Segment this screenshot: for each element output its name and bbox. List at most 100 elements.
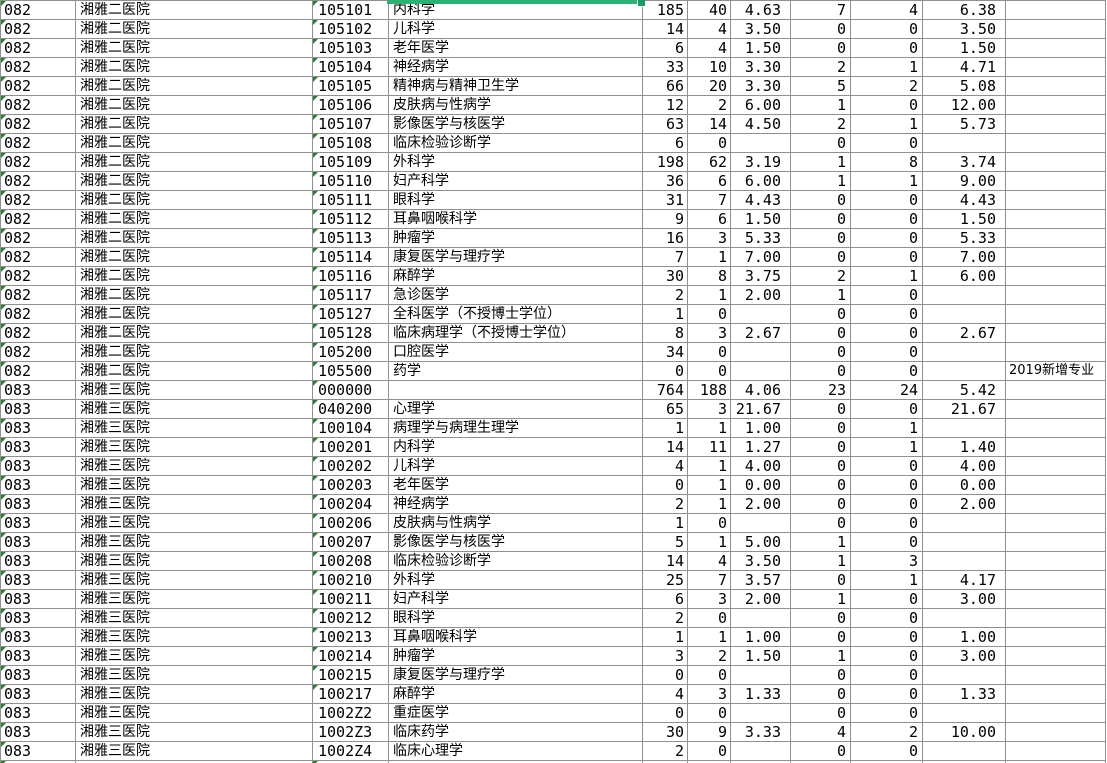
- cell-ratio-1[interactable]: 3.57: [731, 571, 791, 590]
- cell-org-name[interactable]: 湘雅二医院: [76, 153, 313, 172]
- cell-major-code[interactable]: 1002Z4: [313, 742, 389, 761]
- cell-org-code[interactable]: 082: [1, 210, 76, 229]
- cell-count-3[interactable]: 0: [791, 134, 851, 153]
- cell-major-code[interactable]: 105116: [313, 267, 389, 286]
- cell-count-4[interactable]: 2: [851, 77, 923, 96]
- cell-count-3[interactable]: 0: [791, 324, 851, 343]
- cell-note[interactable]: [1006, 381, 1106, 400]
- cell-ratio-1[interactable]: 3.30: [731, 77, 791, 96]
- cell-ratio-1[interactable]: [731, 343, 791, 362]
- cell-ratio-2[interactable]: 10.00: [923, 723, 1006, 742]
- cell-org-name[interactable]: 湘雅三医院: [76, 628, 313, 647]
- cell-count-3[interactable]: 0: [791, 39, 851, 58]
- cell-count-2[interactable]: 1: [688, 628, 731, 647]
- cell-major-code[interactable]: 105112: [313, 210, 389, 229]
- cell-count-3[interactable]: 1: [791, 552, 851, 571]
- cell-ratio-1[interactable]: 7.00: [731, 248, 791, 267]
- cell-ratio-2[interactable]: 3.00: [923, 647, 1006, 666]
- cell-count-4[interactable]: 0: [851, 191, 923, 210]
- cell-major-code[interactable]: 000000: [313, 381, 389, 400]
- cell-major-name[interactable]: 皮肤病与性病学: [389, 514, 643, 533]
- cell-count-1[interactable]: 6: [643, 590, 688, 609]
- cell-org-code[interactable]: 083: [1, 704, 76, 723]
- cell-ratio-1[interactable]: 3.50: [731, 20, 791, 39]
- cell-count-4[interactable]: 0: [851, 229, 923, 248]
- cell-major-name[interactable]: 内科学: [389, 438, 643, 457]
- cell-count-4[interactable]: 24: [851, 381, 923, 400]
- cell-count-3[interactable]: 0: [791, 343, 851, 362]
- cell-org-name[interactable]: [76, 761, 313, 763]
- cell-count-1[interactable]: 65: [643, 400, 688, 419]
- cell-org-name[interactable]: 湘雅三医院: [76, 495, 313, 514]
- cell-count-1[interactable]: 4: [643, 685, 688, 704]
- cell-count-2[interactable]: 9: [688, 723, 731, 742]
- cell-count-2[interactable]: 8: [688, 267, 731, 286]
- cell-note[interactable]: [1006, 324, 1106, 343]
- cell-org-name[interactable]: 湘雅二医院: [76, 172, 313, 191]
- cell-count-4[interactable]: 0: [851, 685, 923, 704]
- cell-count-4[interactable]: 0: [851, 457, 923, 476]
- cell-org-name[interactable]: 湘雅三医院: [76, 666, 313, 685]
- cell-major-code[interactable]: 105200: [313, 343, 389, 362]
- cell-count-2[interactable]: 14: [688, 115, 731, 134]
- cell-count-2[interactable]: 6: [688, 172, 731, 191]
- cell-count-4[interactable]: 0: [851, 476, 923, 495]
- cell-count-2[interactable]: 1: [688, 533, 731, 552]
- cell-count-1[interactable]: 33: [643, 58, 688, 77]
- cell-major-code[interactable]: 105107: [313, 115, 389, 134]
- cell-note[interactable]: [1006, 495, 1106, 514]
- cell-count-4[interactable]: 0: [851, 248, 923, 267]
- cell-ratio-1[interactable]: 2.00: [731, 495, 791, 514]
- cell-count-2[interactable]: 0: [688, 609, 731, 628]
- cell-org-code[interactable]: 083: [1, 685, 76, 704]
- cell-count-3[interactable]: 0: [791, 20, 851, 39]
- cell-count-2[interactable]: 3: [688, 400, 731, 419]
- cell-major-code[interactable]: 105103: [313, 39, 389, 58]
- cell-count-1[interactable]: 2: [643, 286, 688, 305]
- cell-note[interactable]: 2019新增专业: [1006, 362, 1106, 381]
- cell-count-1[interactable]: 6: [643, 39, 688, 58]
- cell-major-code[interactable]: 100214: [313, 647, 389, 666]
- cell-note[interactable]: [1006, 647, 1106, 666]
- cell-note[interactable]: [1006, 153, 1106, 172]
- cell-ratio-1[interactable]: [731, 134, 791, 153]
- cell-major-code[interactable]: 1002Z3: [313, 723, 389, 742]
- cell-count-2[interactable]: 20: [688, 77, 731, 96]
- cell-note[interactable]: [1006, 400, 1106, 419]
- cell-count-3[interactable]: 7: [791, 1, 851, 20]
- cell-note[interactable]: [1006, 134, 1106, 153]
- cell-ratio-2[interactable]: 4.17: [923, 571, 1006, 590]
- cell-org-code[interactable]: 083: [1, 723, 76, 742]
- cell-ratio-1[interactable]: 4.50: [731, 115, 791, 134]
- cell-major-name[interactable]: 麻醉学: [389, 685, 643, 704]
- cell-major-name[interactable]: 老年医学: [389, 39, 643, 58]
- cell-major-code[interactable]: 100207: [313, 533, 389, 552]
- cell-note[interactable]: [1006, 571, 1106, 590]
- cell-org-name[interactable]: 湘雅三医院: [76, 590, 313, 609]
- cell-count-2[interactable]: 1: [688, 476, 731, 495]
- cell-count-1[interactable]: 8: [643, 324, 688, 343]
- cell-major-code[interactable]: 100210: [313, 571, 389, 590]
- cell-org-code[interactable]: 083: [1, 419, 76, 438]
- cell-count-4[interactable]: 3: [851, 552, 923, 571]
- cell-major-name[interactable]: 重症医学: [389, 704, 643, 723]
- cell-note[interactable]: [1006, 419, 1106, 438]
- cell-org-name[interactable]: 湘雅二医院: [76, 58, 313, 77]
- cell-major-code[interactable]: 105108: [313, 134, 389, 153]
- cell-major-name[interactable]: 心理学: [389, 400, 643, 419]
- cell-org-name[interactable]: 湘雅三医院: [76, 533, 313, 552]
- cell-major-code[interactable]: 105101: [313, 1, 389, 20]
- cell-ratio-2[interactable]: [923, 362, 1006, 381]
- cell-count-4[interactable]: 0: [851, 96, 923, 115]
- cell-count-3[interactable]: 0: [791, 419, 851, 438]
- cell-note[interactable]: [1006, 590, 1106, 609]
- cell-count-3[interactable]: 0: [791, 609, 851, 628]
- cell-note[interactable]: [1006, 552, 1106, 571]
- cell-note[interactable]: [1006, 191, 1106, 210]
- cell-count-2[interactable]: 0: [688, 362, 731, 381]
- cell-count-2[interactable]: 0: [688, 343, 731, 362]
- cell-count-4[interactable]: 0: [851, 400, 923, 419]
- cell-count-1[interactable]: 0: [643, 704, 688, 723]
- cell-count-3[interactable]: 1: [791, 153, 851, 172]
- cell-note[interactable]: [1006, 514, 1106, 533]
